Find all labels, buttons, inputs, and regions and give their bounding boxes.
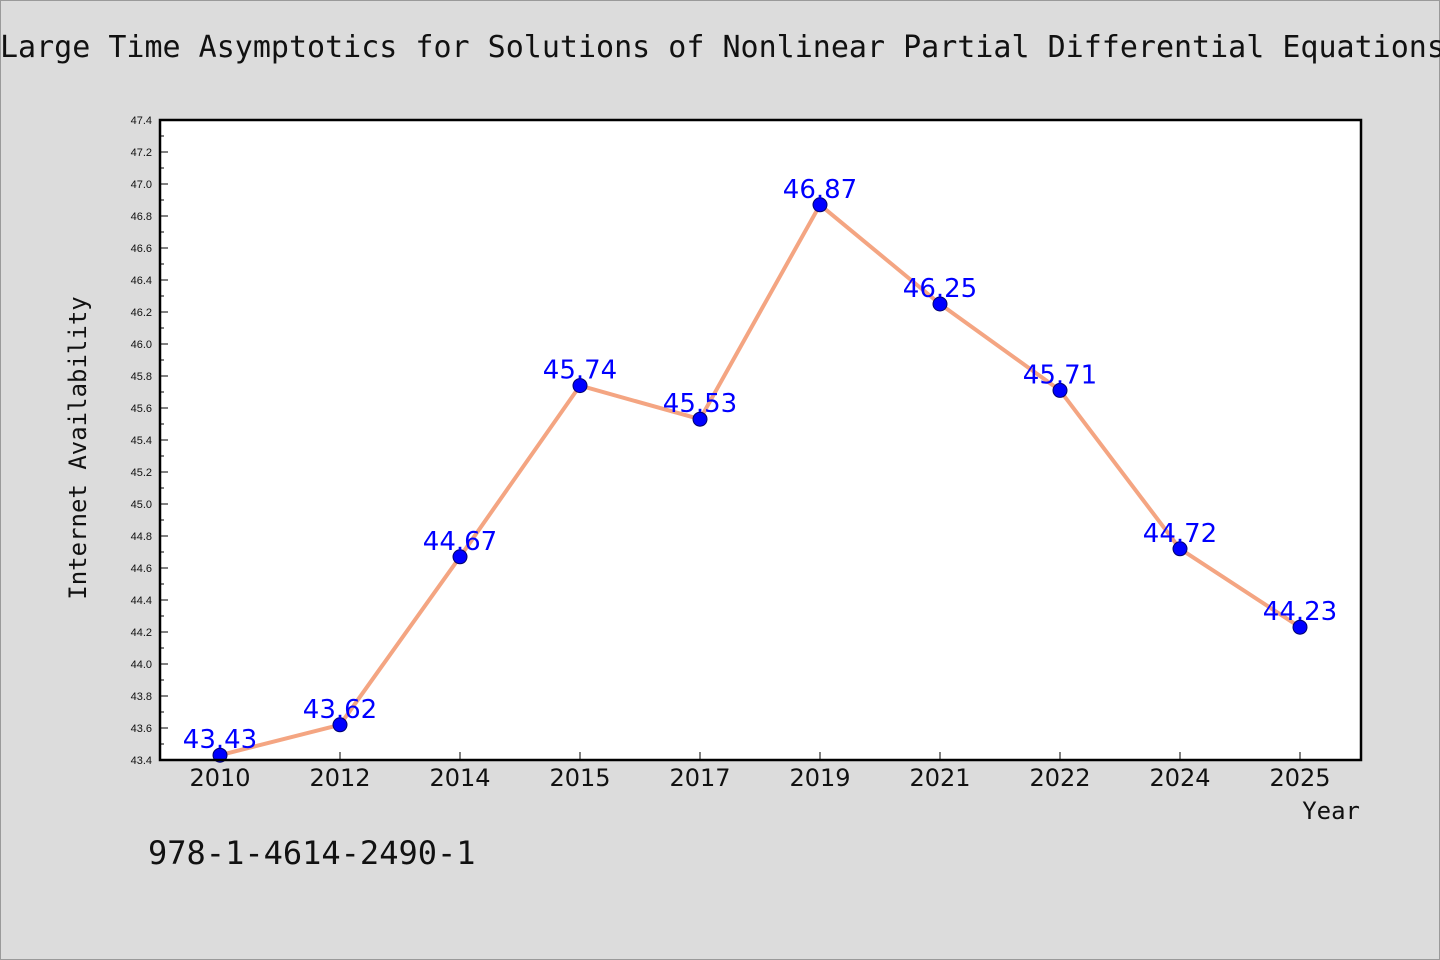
y-tick-label: 44.8 [131, 531, 152, 543]
data-label: 46.87 [783, 175, 857, 205]
x-tick-label: 2014 [429, 764, 490, 792]
y-tick-label: 44.4 [131, 595, 152, 607]
y-tick-label: 43.8 [131, 691, 152, 703]
chart-title: Large Time Asymptotics for Solutions of … [0, 30, 1440, 65]
data-point [332, 717, 348, 733]
plot-area [160, 120, 1361, 760]
y-tick-label: 47.4 [131, 115, 152, 127]
plot-border [158, 118, 1363, 762]
y-tick-label: 46.2 [131, 307, 152, 319]
x-tick-label: 2021 [909, 764, 970, 792]
x-tick-label: 2010 [189, 764, 250, 792]
y-tick-label: 45.2 [131, 467, 152, 479]
data-point [692, 411, 708, 427]
x-tick-label: 2022 [1029, 764, 1090, 792]
y-tick-label: 46.0 [131, 339, 152, 351]
data-label: 44.23 [1263, 597, 1337, 627]
data-point [1052, 382, 1068, 398]
y-tick-label: 46.8 [131, 211, 152, 223]
x-tick-label: 2019 [789, 764, 850, 792]
data-label: 45.71 [1023, 360, 1097, 390]
y-axis-label: Internet Availability [64, 296, 92, 600]
data-label: 45.74 [543, 356, 617, 386]
series-line [219, 202, 1302, 758]
x-tick-label: 2024 [1149, 764, 1210, 792]
y-tick-label: 47.2 [131, 147, 152, 159]
x-axis-label: Year [1302, 797, 1360, 825]
data-point [1172, 541, 1188, 557]
y-tick-label: 47.0 [131, 179, 152, 191]
data-point [452, 549, 468, 565]
data-point [1292, 619, 1308, 635]
y-tick-label: 43.4 [131, 755, 152, 767]
y-tick-label: 45.0 [131, 499, 152, 511]
x-tick-label: 2012 [309, 764, 370, 792]
isbn-text: 978-1-4614-2490-1 [148, 834, 476, 872]
x-tick-label: 2025 [1269, 764, 1330, 792]
data-label: 43.43 [183, 725, 257, 755]
data-label: 45.53 [663, 389, 737, 419]
y-tick-label: 44.6 [131, 563, 152, 575]
data-point [212, 747, 228, 763]
y-tick-label: 44.0 [131, 659, 152, 671]
y-tick-label: 44.2 [131, 627, 152, 639]
x-tick-label: 2017 [669, 764, 730, 792]
data-point [572, 378, 588, 394]
y-tick-label: 46.6 [131, 243, 152, 255]
data-label: 46.25 [903, 274, 977, 304]
data-point [812, 197, 828, 213]
y-tick-label: 45.6 [131, 403, 152, 415]
data-label: 44.67 [423, 527, 497, 557]
data-point [932, 296, 948, 312]
data-label: 44.72 [1143, 519, 1217, 549]
y-tick-label: 43.6 [131, 723, 152, 735]
x-tick-label: 2015 [549, 764, 610, 792]
y-tick-label: 45.4 [131, 435, 152, 447]
data-label: 43.62 [303, 695, 377, 725]
y-tick-label: 45.8 [131, 371, 152, 383]
y-tick-label: 46.4 [131, 275, 152, 287]
